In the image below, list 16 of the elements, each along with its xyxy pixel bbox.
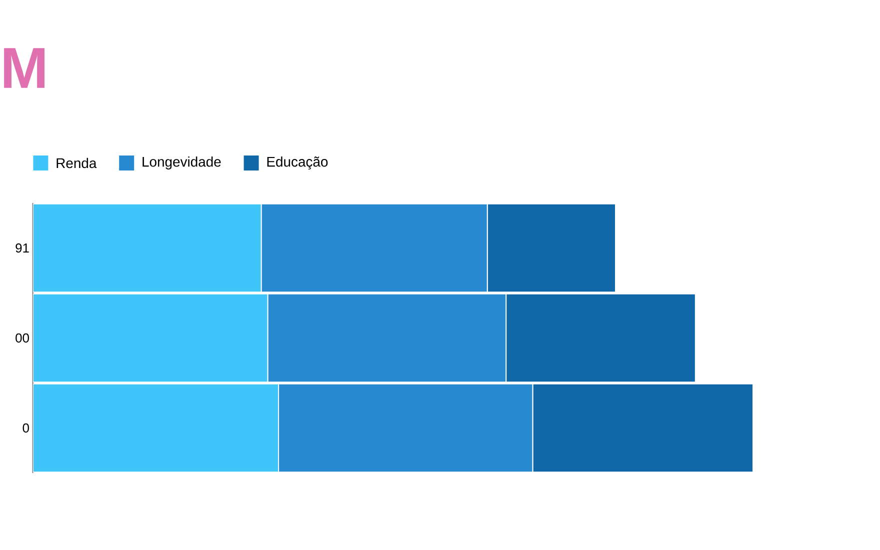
bar bbox=[33, 203, 262, 293]
legend-label: Renda bbox=[56, 158, 97, 168]
bar bbox=[486, 203, 616, 293]
bar bbox=[267, 293, 507, 383]
chart-title: M bbox=[4, 48, 44, 88]
y-tick-label: 0 bbox=[22, 423, 29, 433]
bar bbox=[33, 383, 280, 473]
bar bbox=[532, 383, 754, 473]
y-tick-label: 91 bbox=[16, 243, 29, 253]
y-tick-label: 00 bbox=[16, 333, 29, 343]
bar bbox=[506, 293, 696, 383]
legend-label: Longevidade bbox=[142, 156, 221, 170]
legend-label: Educação bbox=[267, 156, 328, 170]
bar bbox=[278, 383, 534, 473]
bar bbox=[260, 203, 488, 293]
bar bbox=[33, 293, 268, 383]
